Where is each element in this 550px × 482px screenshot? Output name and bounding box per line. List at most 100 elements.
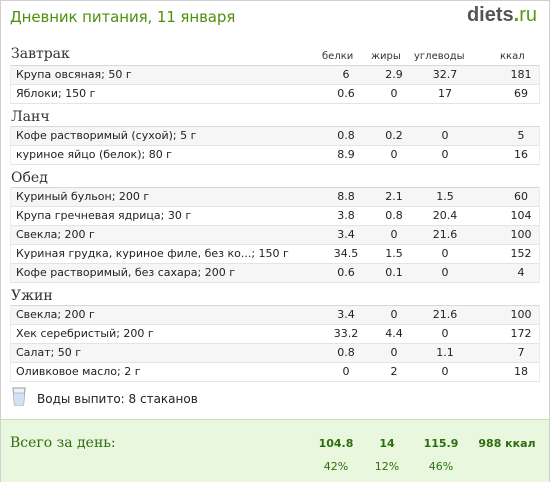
meal-header: Обед <box>10 165 540 187</box>
kcal-value: 104 <box>510 209 532 222</box>
fat-value: 1.5 <box>385 247 403 260</box>
food-row[interactable]: Кофе растворимый, без сахара; 200 г 0.6 0.… <box>11 263 539 282</box>
food-name: Свекла; 200 г <box>16 308 95 321</box>
meal-header: Завтрак белки жиры углеводы ккал <box>10 41 540 65</box>
carbs-value: 1.5 <box>436 190 454 203</box>
protein-value: 3.4 <box>337 308 355 321</box>
fat-value: 0 <box>390 87 398 100</box>
food-table: Куриный бульон; 200 г 8.8 2.1 1.5 60 Крупа гр… <box>10 187 540 283</box>
carbs-value: 0 <box>441 266 449 279</box>
meal-title: Завтрак <box>11 46 70 62</box>
food-row[interactable]: Куриная грудка, куриное филе, без ко...;… <box>11 244 539 263</box>
fat-value: 0 <box>390 228 398 241</box>
protein-percent: 42% <box>323 460 349 473</box>
food-row[interactable]: Куриный бульон; 200 г 8.8 2.1 1.5 60 <box>11 187 539 206</box>
header: Дневник питания, 11 января diets.ru <box>1 1 549 37</box>
total-fat: 14 <box>379 437 395 450</box>
meal-header: Ужин <box>10 283 540 305</box>
food-table: Крупа овсяная; 50 г 6 2.9 32.7 181 Яблоки; 15… <box>10 65 540 104</box>
food-row[interactable]: Яблоки; 150 г 0.6 0 17 69 <box>11 84 539 103</box>
kcal-value: 69 <box>514 87 528 100</box>
food-name: Хек серебристый; 200 г <box>16 327 154 340</box>
carbs-value: 21.6 <box>432 228 458 241</box>
water-text: Воды выпито: 8 стаканов <box>37 392 198 406</box>
kcal-value: 5 <box>517 129 525 142</box>
fat-value: 2.9 <box>385 68 403 81</box>
food-name: Кофе растворимый, без сахара; 200 г <box>16 266 235 279</box>
carbs-value: 0 <box>441 247 449 260</box>
fat-value: 0 <box>390 308 398 321</box>
food-row[interactable]: Свекла; 200 г 3.4 0 21.6 100 <box>11 225 539 244</box>
total-kcal: 988 ккал <box>478 437 536 450</box>
food-row[interactable]: Салат; 50 г 0.8 0 1.1 7 <box>11 343 539 362</box>
meals-list: Завтрак белки жиры углеводы ккал Крупа овсяна… <box>10 41 540 382</box>
meal-section: Обед Куриный бульон; 200 г 8.8 2.1 1.5 60 Круп… <box>10 165 540 283</box>
meal-section: Завтрак белки жиры углеводы ккал Крупа овсяна… <box>10 41 540 104</box>
fat-value: 0.2 <box>385 129 403 142</box>
protein-value: 34.5 <box>333 247 359 260</box>
food-name: Свекла; 200 г <box>16 228 95 241</box>
food-name: Крупа гречневая ядрица; 30 г <box>16 209 192 222</box>
carbs-value: 0 <box>441 365 449 378</box>
food-row[interactable]: куриное яйцо (белок); 80 г 8.9 0 0 16 <box>11 145 539 164</box>
fat-value: 0 <box>390 346 398 359</box>
food-row[interactable]: Оливковое масло; 2 г 0 2 0 18 <box>11 362 539 381</box>
kcal-value: 16 <box>514 148 528 161</box>
protein-value: 0 <box>342 365 350 378</box>
fat-value: 2.1 <box>385 190 403 203</box>
meal-header: Ланч <box>10 104 540 126</box>
food-name: Яблоки; 150 г <box>16 87 96 100</box>
food-row[interactable]: Крупа гречневая ядрица; 30 г 3.8 0.8 20.4 10… <box>11 206 539 225</box>
food-row[interactable]: Крупа овсяная; 50 г 6 2.9 32.7 181 <box>11 65 539 84</box>
brand-tld: ru <box>519 4 537 26</box>
kcal-value: 60 <box>514 190 528 203</box>
kcal-value: 172 <box>510 327 532 340</box>
carbs-value: 21.6 <box>432 308 458 321</box>
daily-total: Всего за день: 104.8 14 115.9 988 ккал 4… <box>1 419 549 482</box>
food-name: куриное яйцо (белок); 80 г <box>16 148 172 161</box>
brand-logo[interactable]: diets.ru <box>467 4 537 27</box>
kcal-value: 100 <box>510 308 532 321</box>
protein-value: 0.8 <box>337 346 355 359</box>
column-header-protein: белки <box>322 51 354 62</box>
fat-percent: 12% <box>374 460 400 473</box>
carbs-value: 32.7 <box>432 68 458 81</box>
total-carbs: 115.9 <box>423 437 459 450</box>
food-name: Салат; 50 г <box>16 346 82 359</box>
carbs-value: 0 <box>441 327 449 340</box>
meal-title: Обед <box>11 170 48 186</box>
kcal-value: 100 <box>510 228 532 241</box>
column-header-kcal: ккал <box>500 51 525 62</box>
protein-value: 3.4 <box>337 228 355 241</box>
food-name: Куриная грудка, куриное филе, без ко...;… <box>16 247 289 260</box>
food-row[interactable]: Хек серебристый; 200 г 33.2 4.4 0 172 <box>11 324 539 343</box>
protein-value: 0.8 <box>337 129 355 142</box>
food-table: Свекла; 200 г 3.4 0 21.6 100 Хек серебристый;… <box>10 305 540 382</box>
carbs-value: 0 <box>441 148 449 161</box>
column-header-fat: жиры <box>371 51 401 62</box>
total-label: Всего за день: <box>10 435 116 451</box>
protein-value: 6 <box>342 68 350 81</box>
protein-value: 0.6 <box>337 266 355 279</box>
food-name: Куриный бульон; 200 г <box>16 190 150 203</box>
food-table: Кофе растворимый (сухой); 5 г 0.8 0.2 0 5 кур… <box>10 126 540 165</box>
carbs-value: 20.4 <box>432 209 458 222</box>
water-glass-icon <box>12 387 26 406</box>
meal-title: Ужин <box>11 288 53 304</box>
protein-value: 3.8 <box>337 209 355 222</box>
food-name: Крупа овсяная; 50 г <box>16 68 132 81</box>
kcal-value: 152 <box>510 247 532 260</box>
protein-value: 33.2 <box>333 327 359 340</box>
meal-title: Ланч <box>11 109 50 125</box>
total-protein: 104.8 <box>318 437 354 450</box>
food-row[interactable]: Кофе растворимый (сухой); 5 г 0.8 0.2 0 5 <box>11 126 539 145</box>
carbs-value: 0 <box>441 129 449 142</box>
brand-dot: . <box>513 4 520 26</box>
food-name: Кофе растворимый (сухой); 5 г <box>16 129 197 142</box>
kcal-value: 7 <box>517 346 525 359</box>
food-row[interactable]: Свекла; 200 г 3.4 0 21.6 100 <box>11 305 539 324</box>
carbs-value: 1.1 <box>436 346 454 359</box>
brand-name: diets <box>466 4 514 26</box>
carbs-value: 17 <box>438 87 452 100</box>
